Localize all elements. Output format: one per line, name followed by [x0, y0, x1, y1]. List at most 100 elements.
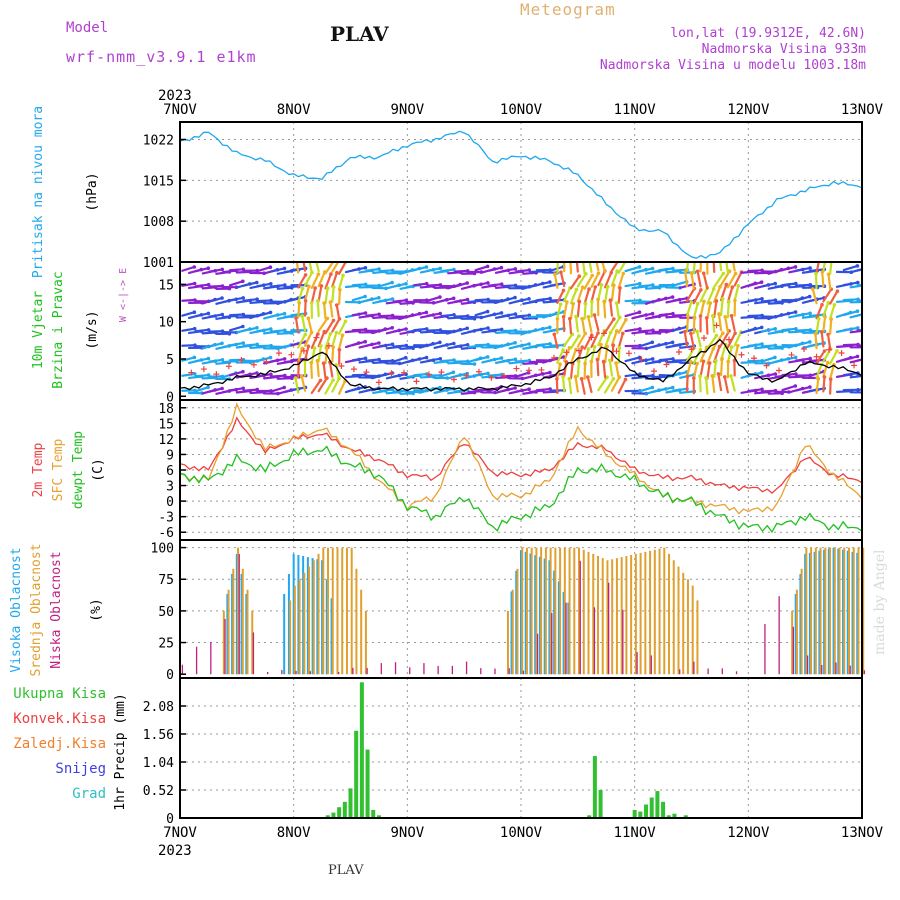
wind-barb	[822, 262, 826, 273]
wind-arrows	[181, 254, 867, 396]
wind-barb	[561, 375, 566, 393]
wind-barb	[269, 267, 286, 273]
ytick-temp: -6	[158, 526, 174, 541]
wind-barb	[842, 281, 859, 287]
wind-barb	[307, 317, 313, 335]
ytick-temp: 6	[166, 464, 174, 479]
xtick-top: 12NOV	[727, 102, 770, 118]
pressure-label: Pritisak na nivou mora	[31, 106, 46, 278]
wind-barb-head	[465, 297, 470, 302]
wind-barb-head	[729, 374, 733, 378]
wind-barb	[719, 357, 724, 377]
wind-barb	[672, 342, 689, 347]
wind-barb	[228, 342, 245, 347]
wind-barb	[501, 313, 517, 318]
meteogram-label: Meteogram	[520, 0, 616, 19]
wind-barb	[365, 341, 380, 347]
wind-barb-head	[301, 254, 305, 258]
ytick-precip: 0	[166, 812, 174, 827]
wind-barb	[323, 302, 327, 320]
wind-barb-head	[670, 340, 675, 345]
year-bottom: 2023	[158, 843, 192, 859]
wind-gust-mark	[213, 371, 220, 378]
wind-barb	[181, 298, 196, 302]
wind-barb-head	[599, 255, 603, 259]
wind-gust-mark	[313, 334, 320, 341]
wind-barb-head	[733, 331, 737, 336]
wind-barb-head	[307, 256, 311, 260]
wind-barb	[256, 311, 272, 318]
wind-barb-head	[485, 309, 490, 314]
wind-barb-head	[472, 362, 477, 366]
wind-barb	[658, 312, 675, 317]
wind-barb-head	[334, 303, 339, 307]
wind-barb	[658, 267, 674, 272]
wind-barb-head	[567, 376, 572, 381]
wind-barb-head	[856, 326, 860, 330]
wind-barb-head	[760, 342, 764, 346]
wind-barb-head	[807, 294, 812, 299]
wind-barb	[474, 372, 490, 377]
wind-barb	[658, 357, 675, 362]
wind-barb-head	[638, 372, 642, 377]
wind-barb	[658, 341, 674, 347]
wind-barb-head	[832, 303, 837, 307]
wind-barb	[378, 269, 394, 273]
wind-barb-head	[192, 326, 197, 331]
wind-barb	[794, 386, 812, 392]
wind-gust-mark	[851, 362, 858, 369]
wind-barb	[575, 262, 579, 273]
wind-barb-head	[390, 297, 395, 301]
wind-barb	[788, 375, 805, 379]
wind-barb	[515, 371, 530, 378]
wind-barb	[576, 272, 587, 288]
xtick-top: 10NOV	[500, 102, 543, 118]
wind-gust-mark	[663, 361, 670, 368]
wind-gust-mark	[413, 378, 420, 385]
precip-legend-item: Konvek.Kisa	[13, 711, 106, 727]
ytick-pressure: 1008	[143, 215, 174, 230]
wind-barb-head	[863, 357, 867, 361]
wind-barb	[317, 270, 326, 288]
wind-barb	[467, 344, 483, 349]
wind-barb-head	[724, 255, 728, 259]
wind-barb-head	[404, 327, 408, 331]
wind-gust-mark	[675, 348, 682, 355]
wind-barb	[208, 387, 224, 393]
wind-barb	[604, 318, 615, 334]
wind-gust-mark	[488, 374, 495, 381]
wind-barb	[672, 313, 689, 317]
wind-barb	[338, 320, 347, 335]
wind-barb	[528, 270, 545, 274]
wind-barb-head	[300, 286, 305, 291]
panel-frame-pressure	[179, 121, 863, 263]
wind-barb	[474, 310, 489, 317]
wind-barb	[672, 387, 689, 392]
wind-barb	[702, 272, 709, 290]
wind-barb-head	[726, 359, 730, 364]
wind-gust-mark	[338, 363, 345, 369]
wind-barb-head	[855, 309, 860, 314]
wind-barb-head	[583, 361, 587, 366]
wind-barb	[474, 327, 490, 332]
wind-barb-head	[574, 314, 578, 319]
wind-barb	[474, 343, 490, 347]
wind-barb	[767, 347, 784, 350]
wind-barb-head	[328, 300, 333, 304]
wind-barb-head	[319, 344, 323, 348]
wind-barb	[297, 361, 300, 379]
wind-barb-head	[727, 299, 731, 304]
wind-barb	[426, 341, 441, 347]
wind-barb	[829, 262, 833, 275]
wind-barb	[235, 270, 252, 274]
wind-barb	[488, 385, 503, 392]
wind-barb	[747, 388, 764, 393]
wind-barb-head	[708, 301, 713, 305]
wind-barb	[474, 298, 490, 302]
wind-barb-head	[241, 369, 245, 374]
wind-barb	[413, 266, 428, 272]
wind-barb	[181, 311, 196, 317]
wind-barb-head	[596, 297, 600, 302]
wind-barb-head	[714, 333, 719, 338]
wind-barb	[256, 356, 272, 363]
